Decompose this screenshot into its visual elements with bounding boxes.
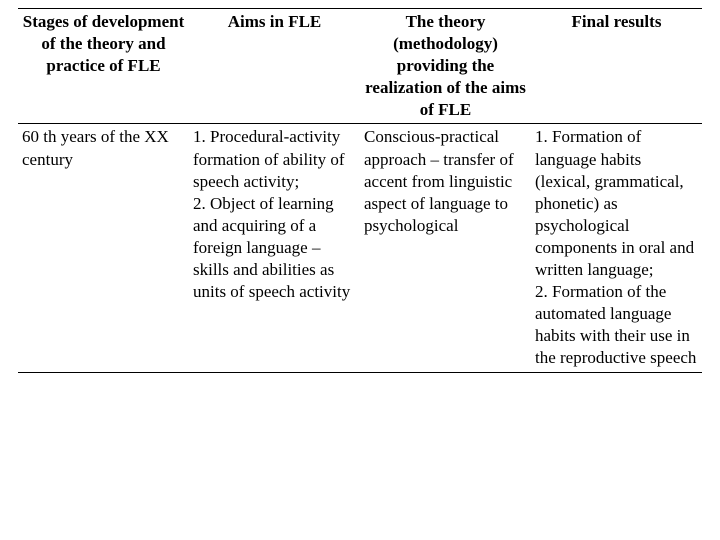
- table-row: 60 th years of the XX century 1. Procedu…: [18, 124, 702, 372]
- header-theory: The theory (methodology) providing the r…: [360, 9, 531, 124]
- table-header-row: Stages of development of the theory and …: [18, 9, 702, 124]
- header-results: Final results: [531, 9, 702, 124]
- cell-aims: 1. Procedural-activity formation of abil…: [189, 124, 360, 372]
- fle-table: Stages of development of the theory and …: [18, 8, 702, 373]
- cell-stages: 60 th years of the XX century: [18, 124, 189, 372]
- header-aims: Aims in FLE: [189, 9, 360, 124]
- cell-theory: Conscious-practical approach – transfer …: [360, 124, 531, 372]
- cell-results: 1. Formation of language habits (lexical…: [531, 124, 702, 372]
- page-container: Stages of development of the theory and …: [0, 0, 720, 381]
- header-stages: Stages of development of the theory and …: [18, 9, 189, 124]
